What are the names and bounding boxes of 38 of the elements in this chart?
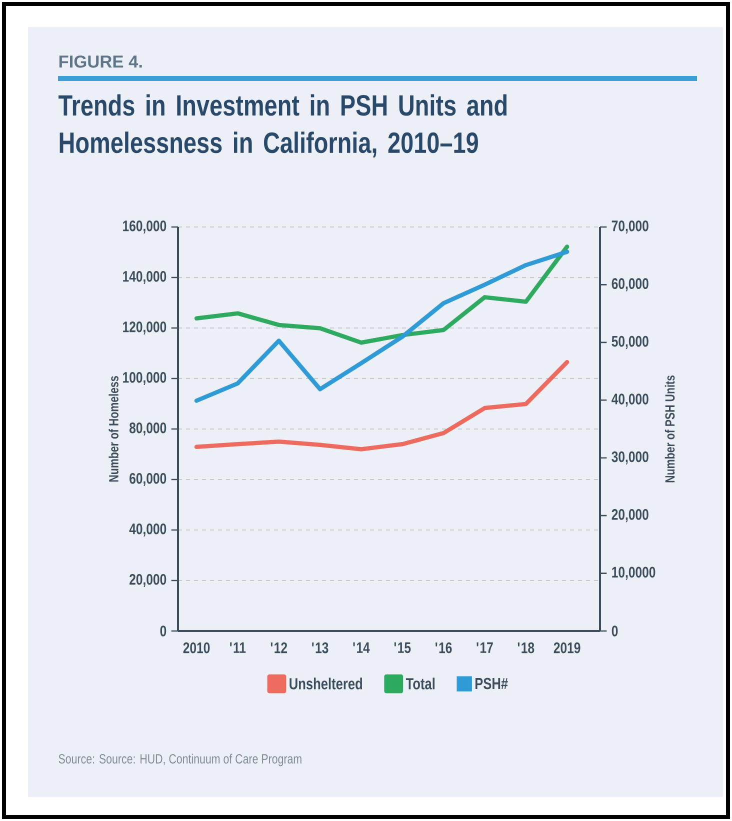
y-tick-label: 20,000 bbox=[130, 574, 166, 588]
x-tick-label: '17 bbox=[476, 642, 493, 653]
y-tick-label: 60,000 bbox=[130, 472, 166, 486]
y2-tick-label: 30,000 bbox=[612, 451, 648, 464]
y-tick-label: 120,000 bbox=[123, 321, 166, 335]
x-tick-label: 2010 bbox=[183, 642, 210, 654]
legend-label: PSH# bbox=[475, 678, 508, 690]
y-tick-label: 40,000 bbox=[129, 523, 166, 537]
y-axis-title: Number of Homeless bbox=[108, 376, 118, 482]
y-tick-label: 0 bbox=[160, 626, 166, 636]
y-tick-label: 100,000 bbox=[123, 372, 166, 386]
line-series bbox=[194, 360, 570, 452]
source-note: Source: Source: HUD, Continuum of Care Program bbox=[58, 754, 302, 766]
x-tick-label: '14 bbox=[353, 642, 370, 653]
x-tick-label: '13 bbox=[312, 642, 328, 654]
legend-label: Unsheltered bbox=[290, 678, 362, 690]
x-tick-label: '11 bbox=[230, 642, 246, 653]
y2-tick-label: 20,000 bbox=[612, 509, 648, 522]
x-tick-label: 2019 bbox=[554, 642, 580, 654]
y2-tick-label: 40,000 bbox=[612, 394, 648, 407]
line-series bbox=[194, 250, 570, 403]
legend-label: Total bbox=[406, 678, 435, 690]
y2-tick-label: 0 bbox=[612, 626, 618, 636]
x-tick-label: '18 bbox=[518, 642, 534, 654]
x-tick-label: '15 bbox=[394, 642, 411, 654]
y2-tick-label: 60,000 bbox=[612, 278, 648, 292]
x-tick-label: '12 bbox=[270, 642, 288, 654]
caption: FIGURE 4. bbox=[59, 55, 142, 68]
y2-axis-title: Number of PSH Units bbox=[664, 376, 675, 482]
y2-tick-label: 50,000 bbox=[612, 336, 648, 349]
x-tick-label: '16 bbox=[436, 642, 452, 654]
chart-title: Trends in Investment in PSH Units and Homelessness in California, 2010–19 bbox=[58, 94, 507, 158]
y2-tick-label: 70,000 bbox=[612, 220, 648, 234]
y-tick-label: 160,000 bbox=[123, 220, 166, 234]
y-tick-label: 80,000 bbox=[130, 422, 166, 436]
y2-tick-label: 10,0000 bbox=[612, 566, 656, 580]
line-series bbox=[194, 244, 570, 345]
y-tick-label: 140,000 bbox=[123, 270, 166, 284]
